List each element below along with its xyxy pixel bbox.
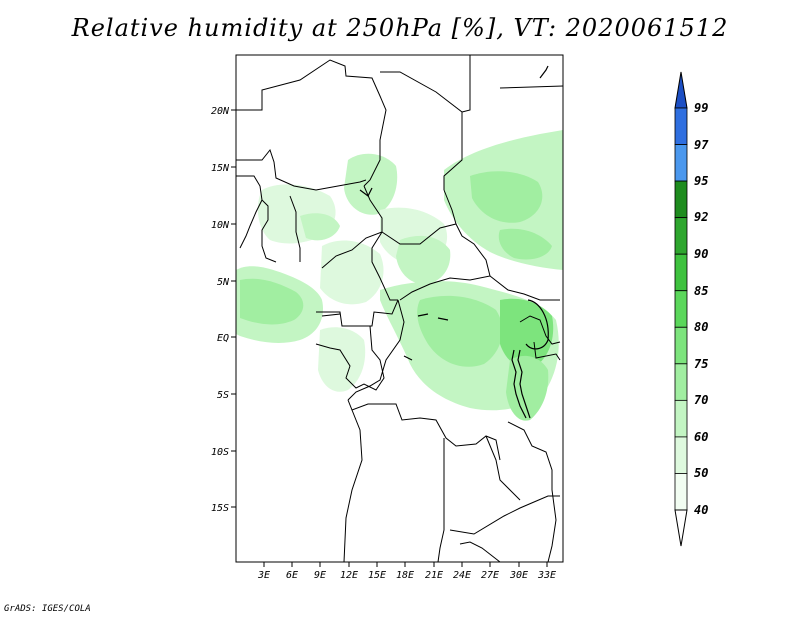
colorbar-bottom-arrow <box>674 509 688 547</box>
colorbar-box <box>674 217 688 255</box>
colorbar-box <box>674 399 688 438</box>
colorbar-box <box>674 473 688 511</box>
humidity-shading <box>236 130 563 421</box>
lon-label-24e: 24E <box>453 570 471 581</box>
colorbar-label-40: 40 <box>694 503 708 517</box>
lon-label-15e: 15E <box>368 570 386 581</box>
map-frame <box>235 54 564 563</box>
lat-label-5s: 5S <box>217 390 229 401</box>
colorbar-label-92: 92 <box>694 210 708 224</box>
colorbar-box <box>674 107 688 145</box>
lat-label-15n: 15N <box>211 163 230 174</box>
lon-label-21e: 21E <box>425 570 443 581</box>
colorbar-label-80: 80 <box>694 320 708 334</box>
lakes-rivers <box>359 65 549 419</box>
colorbar: 99 97 95 92 90 85 80 75 70 60 50 40 <box>674 71 709 547</box>
lat-label-20n: 20N <box>211 106 230 117</box>
lat-label-eq: EQ <box>217 333 229 344</box>
colorbar-label-60: 60 <box>694 430 708 444</box>
lat-label-10s: 10S <box>211 447 229 458</box>
colorbar-label-99: 99 <box>694 101 708 115</box>
colorbar-label-70: 70 <box>694 393 708 407</box>
chart-title: Relative humidity at 250hPa [%], VT: 202… <box>71 14 729 42</box>
lat-label-5n: 5N <box>217 277 230 288</box>
colorbar-label-95: 95 <box>694 174 708 188</box>
colorbar-box <box>674 363 688 401</box>
lat-axis: 20N 15N 10N 5N EQ 5S 10S 15S <box>211 106 236 514</box>
lat-label-10n: 10N <box>211 220 230 231</box>
colorbar-box <box>674 326 688 365</box>
lon-label-6e: 6E <box>286 570 298 581</box>
lon-label-9e: 9E <box>314 570 326 581</box>
lon-label-33e: 33E <box>537 570 556 581</box>
lon-label-27e: 27E <box>481 570 499 581</box>
colorbar-label-97: 97 <box>694 138 709 152</box>
lon-label-12e: 12E <box>340 570 358 581</box>
colorbar-label-75: 75 <box>694 357 708 371</box>
colorbar-top-arrow <box>674 71 688 109</box>
lon-label-18e: 18E <box>396 570 414 581</box>
lat-label-15s: 15S <box>211 503 229 514</box>
colorbar-box <box>674 253 688 292</box>
lon-label-3e: 3E <box>257 570 270 581</box>
lon-axis: 3E 6E 9E 12E 15E 18E 21E 24E 27E 30E 33E <box>257 562 556 581</box>
colorbar-label-50: 50 <box>694 466 708 480</box>
colorbar-box <box>674 144 688 182</box>
country-borders <box>236 55 564 563</box>
colorbar-box <box>674 436 688 474</box>
colorbar-label-90: 90 <box>694 247 708 261</box>
lon-label-30e: 30E <box>509 570 528 581</box>
colorbar-box <box>674 180 688 219</box>
colorbar-box <box>674 290 688 328</box>
colorbar-label-85: 85 <box>694 284 708 298</box>
grads-credit: GrADS: IGES/COLA <box>4 604 91 614</box>
